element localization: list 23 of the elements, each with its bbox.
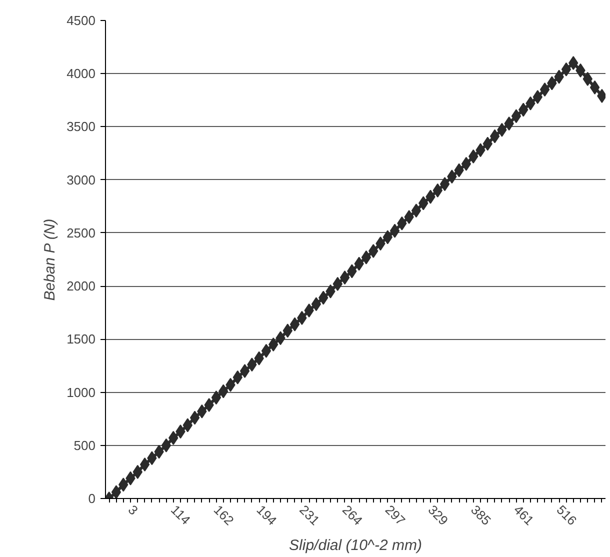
x-tick-label: 162 (210, 502, 237, 528)
x-axis-title: Slip/dial (10^-2 mm) (289, 537, 422, 554)
x-tick-label: 3 (125, 502, 141, 518)
x-tick-label: 516 (554, 502, 580, 528)
y-tick-label: 4500 (66, 13, 96, 28)
x-tick-label: 264 (339, 502, 366, 528)
x-tick-label: 231 (296, 502, 323, 528)
y-tick-label: 1500 (66, 332, 96, 347)
y-tick-label: 500 (74, 438, 96, 453)
y-tick-label: 0 (88, 491, 96, 506)
y-tick-label: 3000 (66, 172, 96, 188)
x-tick-label: 114 (168, 502, 194, 528)
x-tick-label: 329 (425, 502, 452, 528)
y-tick-label: 1000 (66, 384, 96, 400)
x-tick-label: 385 (468, 502, 494, 528)
y-tick-label: 4000 (66, 66, 96, 82)
x-tick-label: 297 (382, 502, 408, 528)
y-axis-title: Beban P (N) (42, 218, 59, 301)
y-tick-label: 3500 (66, 119, 96, 134)
x-tick-label: 461 (510, 502, 537, 528)
x-tick-label: 194 (254, 502, 280, 528)
y-tick-label: 2500 (66, 225, 96, 240)
y-tick-label: 2000 (66, 278, 96, 294)
